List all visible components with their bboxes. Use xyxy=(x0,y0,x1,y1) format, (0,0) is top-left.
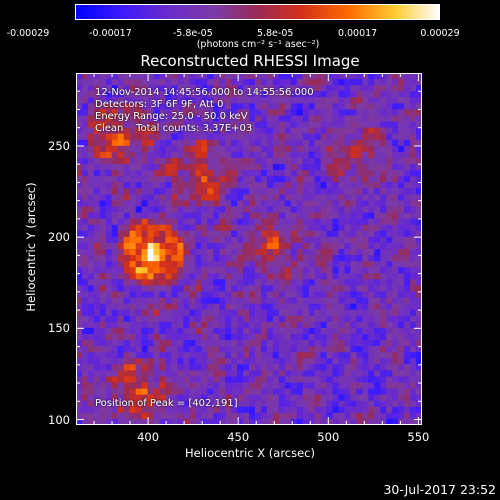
colorbar-units: (photons cm⁻² s⁻¹ asec⁻²) xyxy=(196,39,320,50)
detectors-annotation: Detectors: 3F 6F 9F, Att 0 xyxy=(95,99,224,110)
axis-tick-label: 150 xyxy=(48,321,70,336)
axis-tick-label: 100 xyxy=(48,412,70,427)
axis-tick-label: 200 xyxy=(48,230,70,245)
axis-tick-label: 400 xyxy=(137,430,160,444)
chart-title: Reconstructed RHESSI Image xyxy=(140,52,360,70)
rhessi-image-plot xyxy=(76,73,422,425)
axis-tick-label: 550 xyxy=(407,430,430,444)
colorbar-tick-label: -0.00017 xyxy=(89,28,132,39)
colorbar xyxy=(75,4,440,20)
image-pixels xyxy=(76,73,422,425)
peak-annotation: Position of Peak = [402,191] xyxy=(95,398,238,409)
colorbar-tick-label: 5.8e-05 xyxy=(256,28,294,39)
clean-annotation: Clean Total counts: 3.37E+03 xyxy=(95,123,253,134)
colorbar-tick-label: -5.8e-05 xyxy=(172,28,213,39)
y-axis-label: Heliocentric Y (arcsec) xyxy=(24,182,38,312)
energy-annotation: Energy Range: 25.0 - 50.0 keV xyxy=(95,111,248,122)
colorbar-tick-label: 0.00017 xyxy=(337,28,378,39)
plot-frame xyxy=(76,73,422,425)
time-range-annotation: 12-Nov-2014 14:45:56.000 to 14:55:56.000 xyxy=(95,87,314,98)
colorbar-tick-label: -0.00029 xyxy=(6,28,50,39)
axis-tick-label: 450 xyxy=(227,430,250,444)
colorbar-tick-label: 0.00029 xyxy=(420,28,460,39)
axis-tick-label: 250 xyxy=(48,138,70,153)
x-axis-label: Heliocentric X (arcsec) xyxy=(185,446,315,460)
axis-tick-label: 500 xyxy=(317,430,340,444)
datestamp: 30-Jul-2017 23:52 xyxy=(383,482,496,497)
